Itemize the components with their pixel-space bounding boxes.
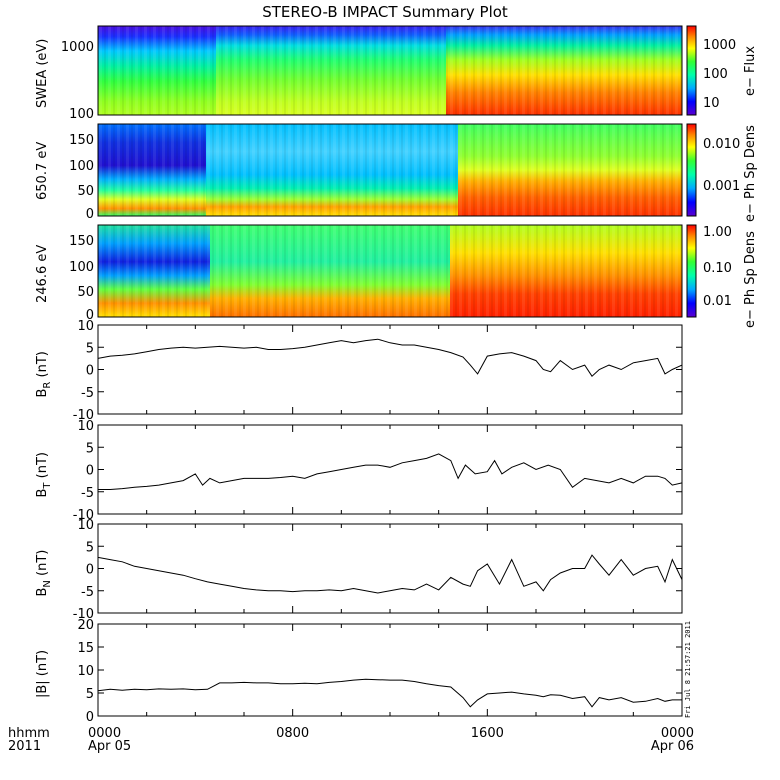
cbar-650-label: e− Ph Sp Dens bbox=[743, 125, 758, 222]
colorbar-246ev bbox=[686, 224, 697, 318]
swea-spectrogram-panel bbox=[97, 25, 683, 116]
date-tick-label: Apr 06 bbox=[651, 739, 694, 754]
cbar-650-tick-0001: 0.001 bbox=[703, 179, 740, 194]
bn-ytick-label: -5 bbox=[81, 585, 94, 600]
br-ytick-label: -10 bbox=[73, 408, 94, 423]
pad246-ytick-0: 0 bbox=[86, 308, 94, 323]
bmag-series-line bbox=[97, 678, 682, 708]
bt-series-line bbox=[98, 453, 683, 490]
bmag-panel: 0 5 10 15 20 |B| (nT) bbox=[35, 618, 683, 725]
br-ytick-label: -5 bbox=[81, 386, 94, 401]
hhmm-label: hhmm bbox=[8, 726, 50, 741]
cbar-flux-tick-100: 100 bbox=[703, 67, 728, 82]
bn-ytick-label: -10 bbox=[73, 607, 94, 622]
br-ytick-label: 10 bbox=[77, 319, 94, 334]
bt-ytick-label: 10 bbox=[77, 419, 94, 434]
swea-ytick-100: 100 bbox=[69, 107, 94, 122]
bt-ylabel: BT (nT) bbox=[35, 452, 53, 498]
pad650-ytick-100: 100 bbox=[69, 159, 94, 174]
bn-ytick-label: 10 bbox=[77, 518, 94, 533]
bmag-ytick-label: 10 bbox=[77, 664, 94, 679]
bmag-frame bbox=[97, 623, 683, 717]
colorbar-flux bbox=[686, 25, 697, 116]
cbar-650-tick-0010: 0.010 bbox=[703, 137, 740, 152]
br-series-line bbox=[97, 338, 683, 377]
bmag-ytick-label: 20 bbox=[77, 618, 94, 633]
bt-panel: -10 -5 0 5 10 BT (nT) bbox=[35, 419, 683, 523]
pad650-ylabel: 650.7 eV bbox=[35, 142, 50, 200]
bmag-ytick-label: 0 bbox=[86, 710, 94, 725]
bt-ytick-label: -5 bbox=[81, 486, 94, 501]
bn-frame bbox=[97, 523, 683, 614]
bt-ytick-label: 5 bbox=[86, 441, 94, 456]
br-ytick-label: 5 bbox=[86, 341, 94, 356]
bn-ytick-label: 5 bbox=[86, 540, 94, 555]
cbar-246-label: e− Ph Sp Dens bbox=[743, 231, 758, 328]
time-tick-label: 1600 bbox=[471, 726, 504, 741]
br-ylabel: BR (nT) bbox=[35, 351, 53, 397]
bt-ytick-label: 0 bbox=[86, 464, 94, 479]
date-tick-label: Apr 05 bbox=[88, 739, 131, 754]
br-ytick-label: 0 bbox=[86, 364, 94, 379]
pad246-ytick-100: 100 bbox=[69, 260, 94, 275]
cbar-246-tick-100: 1.00 bbox=[703, 225, 732, 240]
bn-ytick-label: 0 bbox=[86, 563, 94, 578]
bn-ylabel: BN (nT) bbox=[35, 550, 53, 597]
cbar-flux-tick-1000: 1000 bbox=[703, 38, 736, 53]
timestamp: Fri Jul 8 21:57:21 2011 bbox=[684, 621, 692, 718]
pad-246ev-panel bbox=[97, 224, 683, 318]
pad246-ytick-150: 150 bbox=[69, 234, 94, 249]
pad650-ytick-50: 50 bbox=[77, 184, 94, 199]
pad246-ytick-50: 50 bbox=[77, 285, 94, 300]
swea-ytick-1000: 1000 bbox=[61, 40, 94, 55]
bt-frame bbox=[97, 424, 683, 515]
cbar-246-tick-010: 0.10 bbox=[703, 261, 732, 276]
bmag-ylabel: |B| (nT) bbox=[35, 650, 50, 698]
bmag-ytick-label: 15 bbox=[77, 641, 94, 656]
year-label: 2011 bbox=[8, 739, 41, 754]
bn-panel: -10 -5 0 5 10 BN (nT) bbox=[35, 518, 683, 622]
pad650-ytick-0: 0 bbox=[86, 207, 94, 222]
colorbar-650ev bbox=[686, 123, 697, 217]
time-tick-label: 0000 bbox=[661, 726, 694, 741]
time-tick-label: 0000 bbox=[88, 726, 121, 741]
swea-ylabel: SWEA (eV) bbox=[35, 39, 50, 108]
bmag-ytick-label: 5 bbox=[86, 687, 94, 702]
br-panel: -10 -5 0 5 10 BR (nT) bbox=[35, 319, 683, 423]
cbar-246-tick-001: 0.01 bbox=[703, 294, 732, 309]
br-frame bbox=[97, 324, 683, 415]
cbar-flux-tick-10: 10 bbox=[703, 96, 720, 111]
time-tick-label: 0800 bbox=[276, 726, 309, 741]
cbar-flux-label: e− Flux bbox=[743, 46, 758, 96]
bn-series-line bbox=[97, 554, 683, 594]
pad-650ev-panel bbox=[97, 123, 683, 217]
bt-ytick-label: -10 bbox=[73, 508, 94, 523]
pad246-ylabel: 246.6 eV bbox=[35, 245, 50, 303]
plot-title: STEREO-B IMPACT Summary Plot bbox=[262, 3, 508, 21]
pad650-ytick-150: 150 bbox=[69, 133, 94, 148]
magnetic-field-panels: -10 -5 0 5 10 BR (nT) -10 -5 0 5 10 BT (nT) -10 -5 0 5 1… bbox=[35, 319, 683, 725]
